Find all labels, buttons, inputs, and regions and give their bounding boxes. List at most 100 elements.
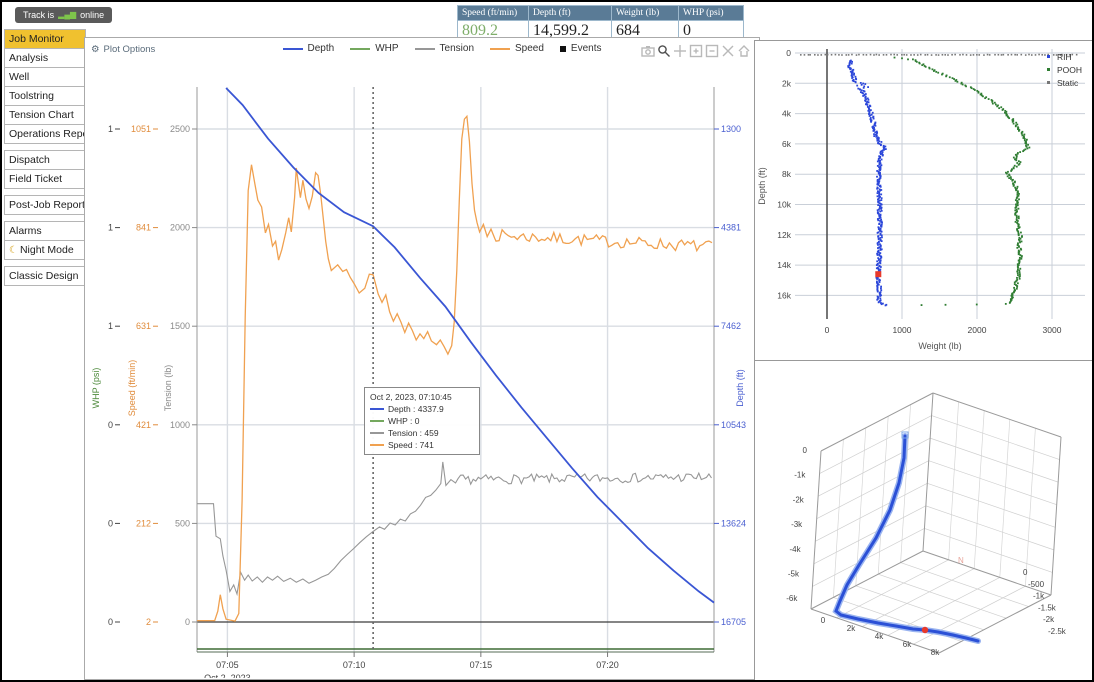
tooltip-value: WHP : 0 <box>388 416 420 426</box>
legend-item-speed[interactable]: Speed <box>490 43 544 54</box>
readout-table: Speed (ft/min) 809.2 Depth (ft) 14,599.2 Wei… <box>457 5 744 41</box>
sidebar-item-analysis[interactable]: Analysis <box>4 48 86 68</box>
axis-tick-label: 07:05 <box>216 660 239 670</box>
rih-points <box>847 59 888 307</box>
tension-trace <box>197 461 712 597</box>
axis-title: Depth (ft) <box>735 369 745 407</box>
trajectory-3d-chart[interactable]: 0-1k-2k-3k-4k-5k-6k02k4k6k8k0-500-1k-1.5… <box>755 361 1093 681</box>
readout-value: 684 <box>612 21 678 40</box>
legend-line-swatch <box>350 47 371 50</box>
sidebar-item-toolstring[interactable]: Toolstring <box>4 86 86 106</box>
zoom-in-icon[interactable] <box>689 44 703 58</box>
current-position-marker-3d <box>921 626 929 634</box>
zoom-out-icon[interactable] <box>705 44 719 58</box>
scatter-xlabel: Weight (lb) <box>918 341 961 351</box>
sidebar-item-job-monitor[interactable]: Job Monitor <box>4 29 86 49</box>
sidebar-item-post-job-report[interactable]: Post-Job Report <box>4 195 86 215</box>
axis-tick-label: 0 <box>185 617 190 627</box>
sidebar-item-dispatch[interactable]: Dispatch <box>4 150 86 170</box>
plot-options-button[interactable]: ⚙ Plot Options <box>91 44 155 55</box>
axis-tick-label: 1500 <box>170 321 190 331</box>
axis-tick-label: 1000 <box>170 420 190 430</box>
weight-depth-chart[interactable]: 0 2k 4k 6k 8k 10k 12k 14k 16k 0 1000 2000 3000 Weight… <box>755 41 1093 359</box>
surface-marker <box>901 431 909 439</box>
legend-item-depth[interactable]: Depth <box>282 43 335 54</box>
timeseries-chart[interactable]: 0 500 1000 1500 2000 2500 2 212 421 631 841 1051 0 0 0… <box>85 38 757 678</box>
svg-text:4k: 4k <box>782 109 792 119</box>
tooltip-row: Speed : 741 <box>370 439 474 451</box>
legend-line-swatch <box>490 47 510 50</box>
sidebar-item-classic-design[interactable]: Classic Design <box>4 266 86 286</box>
plot-options-label: Plot Options <box>103 44 156 55</box>
scatter-ylabel: Depth (ft) <box>757 167 767 205</box>
svg-text:6k: 6k <box>782 139 792 149</box>
sidebar-item-label: Night Mode <box>19 244 74 256</box>
axis-tick-label: 841 <box>136 223 151 233</box>
axis-tick-label: 8k <box>931 648 940 657</box>
sidebar-item-night-mode[interactable]: ☾ Night Mode <box>4 240 86 260</box>
sidebar-item-well[interactable]: Well <box>4 67 86 87</box>
legend-label: Tension <box>439 43 474 54</box>
axis-tick-label: -1.5k <box>1038 603 1057 612</box>
sidebar-item-tension-chart[interactable]: Tension Chart <box>4 105 86 125</box>
legend-line-swatch <box>414 47 435 50</box>
axis-tick-label: 2500 <box>170 124 190 134</box>
axis-title: Speed (ft/min) <box>127 360 137 417</box>
tooltip-title: Oct 2, 2023, 07:10:45 <box>370 392 452 402</box>
north-label: N <box>958 556 964 565</box>
legend-item-events[interactable]: Events <box>559 43 602 54</box>
axis-tick-label: 4k <box>875 632 884 641</box>
camera-icon[interactable] <box>641 44 655 58</box>
home-icon[interactable] <box>737 44 751 58</box>
zoom-icon[interactable] <box>657 44 671 58</box>
legend-square-marker <box>559 45 566 52</box>
axis-tick-label: 6k <box>903 640 912 649</box>
axis-tick-label: 212 <box>136 518 151 528</box>
axis-tick-label: 13624 <box>721 518 746 528</box>
axis-tick-label: -2k <box>1043 615 1055 624</box>
legend-line-swatch <box>282 47 303 50</box>
axis-tick-label: 7462 <box>721 321 741 331</box>
sidebar-item-label: Operations Report <box>9 128 85 140</box>
timeseries-panel: ⚙ Plot Options Depth WHP Tension Speed Event… <box>84 37 760 680</box>
axis-tick-label: -1k <box>1033 592 1045 601</box>
sidebar-item-alarms[interactable]: Alarms <box>4 221 86 241</box>
autoscale-icon[interactable] <box>721 44 735 58</box>
signal-icon: ▂▄▆ <box>58 10 77 19</box>
tooltip-value: Depth : 4337.9 <box>388 404 444 414</box>
legend-label: Depth <box>307 43 335 54</box>
scatter-legend[interactable]: RIH POOH Static <box>1047 52 1082 88</box>
tooltip-series-swatch <box>370 408 384 410</box>
svg-text:12k: 12k <box>777 230 791 240</box>
axis-tick-label: 0 <box>108 420 113 430</box>
axis-tick-label: 1 <box>108 223 113 233</box>
axis-tick-label: -500 <box>1028 580 1045 589</box>
tooltip-row: Tension : 459 <box>370 427 474 439</box>
sidebar-item-label: Well <box>9 71 30 83</box>
legend-item-tension[interactable]: Tension <box>414 43 474 54</box>
sidebar-item-label: Tension Chart <box>9 109 74 121</box>
sidebar-item-label: Alarms <box>9 225 42 237</box>
axis-tick-label: 1 <box>108 321 113 331</box>
svg-text:14k: 14k <box>777 260 791 270</box>
axis-tick-label: 2k <box>847 624 856 633</box>
axis-tick-label: 500 <box>175 518 190 528</box>
readout-header: Depth (ft) <box>529 6 611 21</box>
sidebar-item-label: Classic Design <box>9 270 79 282</box>
legend-item-whp[interactable]: WHP <box>350 43 399 54</box>
sidebar-item-operations-report[interactable]: Operations Report <box>4 124 86 144</box>
readout-column: Weight (lb) 684 <box>612 6 679 40</box>
axis-tick-label: 07:15 <box>470 660 493 670</box>
svg-text:POOH: POOH <box>1057 65 1082 75</box>
depth-trace <box>225 87 715 604</box>
axis-tick-label: 0 <box>821 616 826 625</box>
sidebar-item-label: Job Monitor <box>9 33 64 45</box>
pan-icon[interactable] <box>673 44 687 58</box>
svg-text:RIH: RIH <box>1057 52 1072 62</box>
track-status-text: online <box>80 10 105 20</box>
sidebar-item-field-ticket[interactable]: Field Ticket <box>4 169 86 189</box>
tooltip-series-swatch <box>370 420 384 422</box>
svg-text:1000: 1000 <box>893 325 912 335</box>
tooltip-series-swatch <box>370 432 384 434</box>
